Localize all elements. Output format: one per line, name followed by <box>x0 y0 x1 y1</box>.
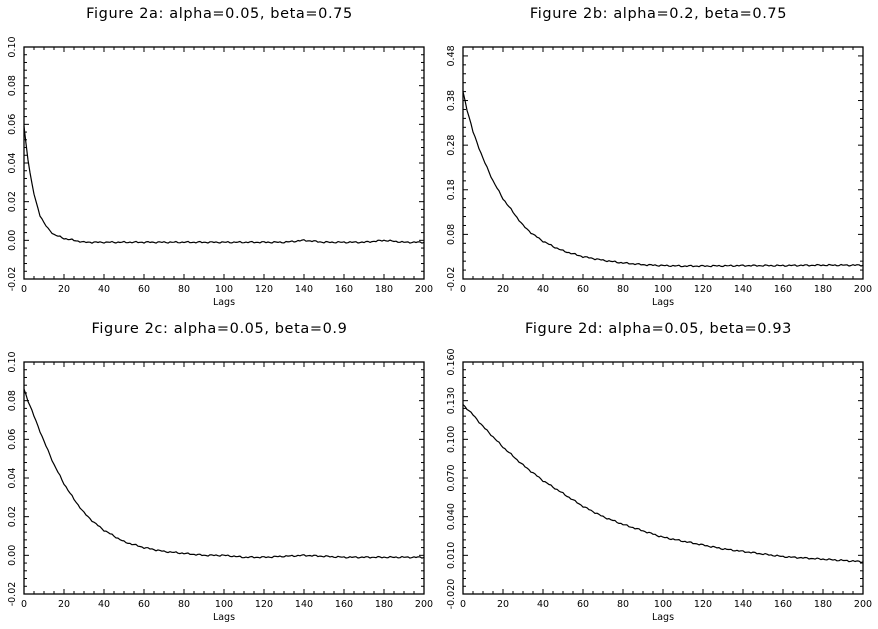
series-line <box>23 388 425 559</box>
y-tick-label: 0.08 <box>7 75 18 96</box>
chart-svg: 0 20 40 60 80 100 120 140 160 180 200 Lags -0.02 0.00… <box>7 351 433 623</box>
x-tick-label: 60 <box>138 599 150 610</box>
x-tick-label: 80 <box>617 599 629 610</box>
x-tick-label: 80 <box>178 284 190 295</box>
x-tick-label: 0 <box>21 284 27 295</box>
y-tick-label: 0.100 <box>446 426 457 453</box>
plot-frame <box>462 46 864 280</box>
chart-title: Figure 2c: alpha=0.05, beta=0.9 <box>91 321 348 337</box>
x-tick-label: 120 <box>255 284 273 295</box>
x-tick-label: 60 <box>577 284 589 295</box>
x-tick-label: 80 <box>617 284 629 295</box>
x-tick-label: 40 <box>98 284 110 295</box>
y-tick-label: -0.020 <box>446 579 457 610</box>
y-tick-label: 0.130 <box>446 387 457 414</box>
chart-svg: 0 20 40 60 80 100 120 140 160 180 200 Lags -0.02 0.08… <box>446 45 872 308</box>
y-tick-label: 0.02 <box>7 506 18 527</box>
y-tick-label: 0.040 <box>446 503 457 530</box>
y-tick-label: 0.070 <box>446 464 457 491</box>
y-tick-label: 0.08 <box>446 224 457 245</box>
x-tick-label: 100 <box>215 284 233 295</box>
x-tick-label: 20 <box>497 284 509 295</box>
plot-frame <box>23 46 425 280</box>
chart-panel-d: Figure 2d: alpha=0.05, beta=0.93 0 20 40 60… <box>439 315 878 629</box>
x-tick-label: 20 <box>58 599 70 610</box>
x-tick-label: 120 <box>255 599 273 610</box>
x-tick-label: 160 <box>774 284 792 295</box>
y-tick-label: 0.06 <box>7 114 18 135</box>
x-axis-label: Lags <box>652 297 674 308</box>
y-tick-label: -0.02 <box>7 267 18 292</box>
chart-panel-a: Figure 2a: alpha=0.05, beta=0.75 0 20 40 60… <box>0 0 439 314</box>
x-tick-label: 160 <box>335 284 353 295</box>
y-tick-label: 0.18 <box>446 179 457 200</box>
x-tick-label: 180 <box>375 599 393 610</box>
y-tick-label: 0.00 <box>7 230 18 251</box>
x-tick-label: 0 <box>21 599 27 610</box>
x-tick-label: 80 <box>178 599 190 610</box>
plot-frame <box>23 361 425 595</box>
series-line <box>462 91 864 268</box>
y-tick-label: 0.00 <box>7 545 18 566</box>
x-tick-label: 160 <box>774 599 792 610</box>
x-tick-label: 200 <box>415 599 433 610</box>
x-tick-label: 100 <box>654 599 672 610</box>
x-tick-label: 140 <box>734 284 752 295</box>
y-tick-label: 0.160 <box>446 348 457 375</box>
y-tick-label: -0.02 <box>7 582 18 607</box>
x-tick-label: 140 <box>295 599 313 610</box>
y-tick-label: 0.06 <box>7 429 18 450</box>
x-axis-label: Lags <box>213 612 235 623</box>
chart-title: Figure 2a: alpha=0.05, beta=0.75 <box>86 6 353 22</box>
x-tick-label: 40 <box>98 599 110 610</box>
x-axis-label: Lags <box>213 297 235 308</box>
y-tick-label: 0.10 <box>7 351 18 372</box>
x-tick-label: 140 <box>295 284 313 295</box>
x-tick-label: 100 <box>654 284 672 295</box>
y-tick-label: 0.04 <box>7 467 18 488</box>
y-tick-label: 0.10 <box>7 36 18 57</box>
y-tick-label: 0.02 <box>7 191 18 212</box>
x-tick-label: 160 <box>335 599 353 610</box>
x-tick-label: 40 <box>537 599 549 610</box>
y-tick-label: -0.02 <box>446 267 457 292</box>
x-tick-label: 120 <box>694 599 712 610</box>
x-tick-label: 60 <box>577 599 589 610</box>
y-tick-label: 0.48 <box>446 45 457 66</box>
x-axis-label: Lags <box>652 612 674 623</box>
x-tick-label: 20 <box>497 599 509 610</box>
chart-panel-c: Figure 2c: alpha=0.05, beta=0.9 0 20 40 60 8… <box>0 315 439 629</box>
x-tick-label: 200 <box>415 284 433 295</box>
x-tick-label: 0 <box>460 599 466 610</box>
series-line <box>462 404 864 564</box>
chart-svg: 0 20 40 60 80 100 120 140 160 180 200 Lags -0.02 0.00… <box>7 36 433 308</box>
y-tick-label: 0.08 <box>7 390 18 411</box>
y-tick-label: 0.38 <box>446 90 457 111</box>
chart-panel-b: Figure 2b: alpha=0.2, beta=0.75 0 20 40 60 8… <box>439 0 878 314</box>
chart-title: Figure 2d: alpha=0.05, beta=0.93 <box>525 321 792 337</box>
chart-title: Figure 2b: alpha=0.2, beta=0.75 <box>529 6 788 22</box>
x-tick-label: 120 <box>694 284 712 295</box>
x-tick-label: 40 <box>537 284 549 295</box>
series-line <box>23 126 425 244</box>
x-tick-label: 200 <box>854 284 872 295</box>
chart-svg: 0 20 40 60 80 100 120 140 160 180 200 Lags -0.020 0.0… <box>446 348 872 623</box>
x-tick-label: 140 <box>734 599 752 610</box>
x-tick-label: 100 <box>215 599 233 610</box>
x-tick-label: 180 <box>375 284 393 295</box>
x-tick-label: 200 <box>854 599 872 610</box>
x-tick-label: 20 <box>58 284 70 295</box>
x-tick-label: 180 <box>814 599 832 610</box>
y-tick-label: 0.04 <box>7 152 18 173</box>
plot-frame <box>462 361 864 595</box>
y-tick-label: 0.28 <box>446 135 457 156</box>
y-tick-label: 0.010 <box>446 542 457 569</box>
x-tick-label: 0 <box>460 284 466 295</box>
x-tick-label: 180 <box>814 284 832 295</box>
x-tick-label: 60 <box>138 284 150 295</box>
